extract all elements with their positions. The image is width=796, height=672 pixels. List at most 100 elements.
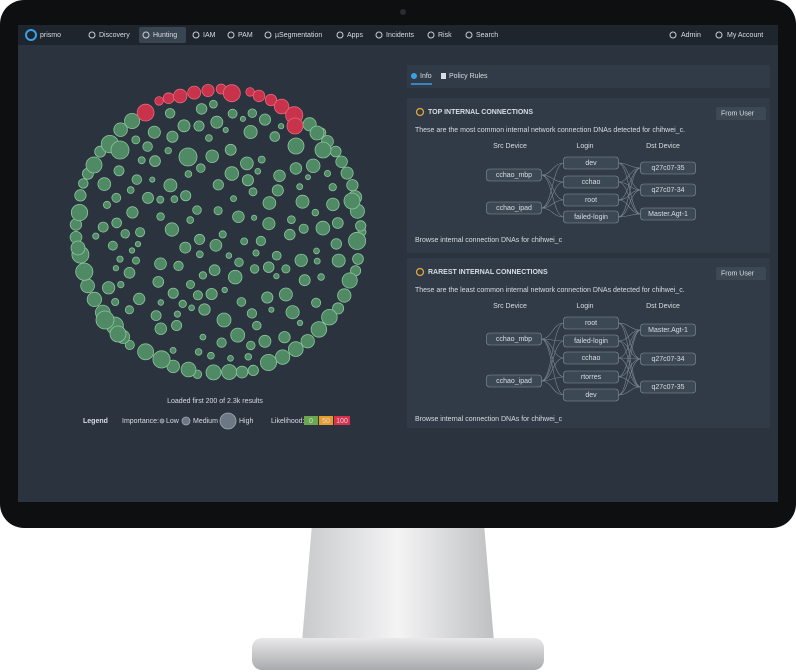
node-bubble[interactable] — [352, 253, 364, 265]
node-bubble[interactable] — [254, 168, 262, 175]
node-bubble[interactable] — [157, 299, 164, 306]
node-bubble[interactable] — [294, 253, 308, 267]
node-bubble[interactable] — [178, 147, 198, 167]
node-bubble[interactable] — [271, 250, 282, 261]
node-bubble[interactable] — [218, 230, 227, 239]
node-bubble[interactable] — [85, 156, 103, 174]
node-bubble[interactable] — [179, 241, 192, 254]
node-bubble[interactable] — [343, 192, 361, 210]
node-bubble[interactable] — [210, 115, 224, 129]
node-bubble[interactable] — [75, 262, 94, 281]
connection-node[interactable] — [486, 168, 542, 182]
node-bubble[interactable] — [209, 99, 218, 109]
node-bubble[interactable] — [330, 238, 343, 250]
node-bubble[interactable] — [332, 302, 345, 315]
node-bubble[interactable] — [147, 125, 161, 139]
connection-node[interactable] — [486, 332, 542, 346]
node-bubble[interactable] — [74, 189, 87, 202]
node-bubble[interactable] — [180, 190, 192, 202]
node-bubble[interactable] — [124, 339, 135, 350]
connection-node[interactable] — [563, 316, 619, 330]
node-bubble[interactable] — [263, 261, 275, 273]
node-bubble[interactable] — [315, 220, 331, 236]
node-bubble[interactable] — [171, 319, 183, 331]
node-bubble[interactable] — [178, 299, 187, 308]
node-bubble[interactable] — [193, 120, 205, 132]
browse-link[interactable]: Browse internal connection DNAs for chih… — [415, 237, 563, 244]
node-bubble[interactable] — [95, 310, 115, 330]
node-bubble[interactable] — [111, 297, 120, 306]
node-bubble[interactable] — [271, 184, 284, 197]
connection-node[interactable] — [563, 334, 619, 348]
connection-node[interactable] — [563, 193, 619, 207]
nav-item[interactable]: Incidents — [386, 32, 415, 39]
node-bubble[interactable] — [296, 183, 304, 191]
node-bubble[interactable] — [186, 216, 195, 224]
node-bubble[interactable] — [244, 353, 252, 361]
connection-node[interactable] — [640, 323, 696, 337]
connection-node[interactable] — [563, 370, 619, 384]
node-bubble[interactable] — [328, 183, 337, 192]
node-bubble[interactable] — [97, 221, 109, 233]
node-bubble[interactable] — [298, 274, 311, 287]
node-bubble[interactable] — [273, 273, 280, 280]
browse-link[interactable]: Browse internal connection DNAs for chih… — [415, 416, 563, 423]
node-bubble[interactable] — [164, 108, 176, 119]
node-bubble[interactable] — [225, 252, 233, 259]
connection-node[interactable] — [640, 183, 696, 197]
node-bubble[interactable] — [348, 231, 367, 250]
node-bubble[interactable] — [258, 113, 271, 126]
node-bubble[interactable] — [149, 176, 156, 183]
node-bubble[interactable] — [113, 122, 128, 137]
node-bubble[interactable] — [113, 165, 125, 177]
node-bubble[interactable] — [287, 341, 304, 357]
node-bubble[interactable] — [230, 327, 246, 343]
node-bubble[interactable] — [213, 206, 223, 216]
tab[interactable]: Info — [420, 73, 432, 80]
nav-item[interactable]: Risk — [438, 32, 452, 39]
node-bubble[interactable] — [150, 310, 162, 322]
connection-node[interactable] — [486, 201, 542, 215]
node-bubble[interactable] — [124, 113, 141, 130]
connection-node[interactable] — [640, 161, 696, 175]
node-bubble[interactable] — [156, 195, 165, 204]
node-bubble[interactable] — [194, 233, 206, 245]
node-bubble[interactable] — [289, 162, 303, 175]
node-bubble[interactable] — [241, 174, 254, 187]
node-bubble[interactable] — [173, 260, 184, 271]
node-bubble[interactable] — [92, 232, 100, 240]
node-bubble[interactable] — [102, 281, 116, 295]
node-bubble[interactable] — [207, 351, 215, 360]
node-bubble[interactable] — [133, 292, 146, 305]
node-bubble[interactable] — [311, 297, 322, 308]
node-bubble[interactable] — [262, 217, 276, 231]
node-bubble[interactable] — [313, 247, 320, 255]
node-bubble[interactable] — [255, 235, 266, 247]
node-bubble[interactable] — [281, 264, 291, 274]
node-bubble[interactable] — [261, 291, 274, 304]
node-bubble[interactable] — [337, 288, 352, 303]
node-bubble[interactable] — [205, 134, 213, 142]
node-bubble[interactable] — [287, 137, 305, 155]
node-bubble[interactable] — [120, 229, 130, 239]
node-bubble[interactable] — [152, 350, 171, 369]
node-bubble[interactable] — [222, 127, 229, 134]
node-bubble[interactable] — [142, 141, 153, 152]
node-bubble[interactable] — [331, 217, 344, 229]
node-bubble[interactable] — [107, 240, 118, 251]
filter-button[interactable] — [716, 107, 766, 120]
node-bubble[interactable] — [329, 145, 342, 158]
node-bubble[interactable] — [97, 177, 112, 191]
connection-node[interactable] — [563, 210, 619, 224]
connection-node[interactable] — [563, 351, 619, 365]
node-bubble[interactable] — [346, 179, 359, 192]
node-bubble[interactable] — [184, 170, 193, 178]
nav-item[interactable]: Discovery — [99, 32, 130, 39]
node-bubble[interactable] — [221, 286, 228, 294]
node-bubble[interactable] — [257, 155, 266, 164]
node-bubble[interactable] — [247, 108, 258, 118]
connection-node[interactable] — [486, 374, 542, 388]
node-bubble[interactable] — [111, 192, 122, 203]
node-bubble[interactable] — [240, 156, 254, 171]
node-bubble[interactable] — [287, 215, 296, 225]
